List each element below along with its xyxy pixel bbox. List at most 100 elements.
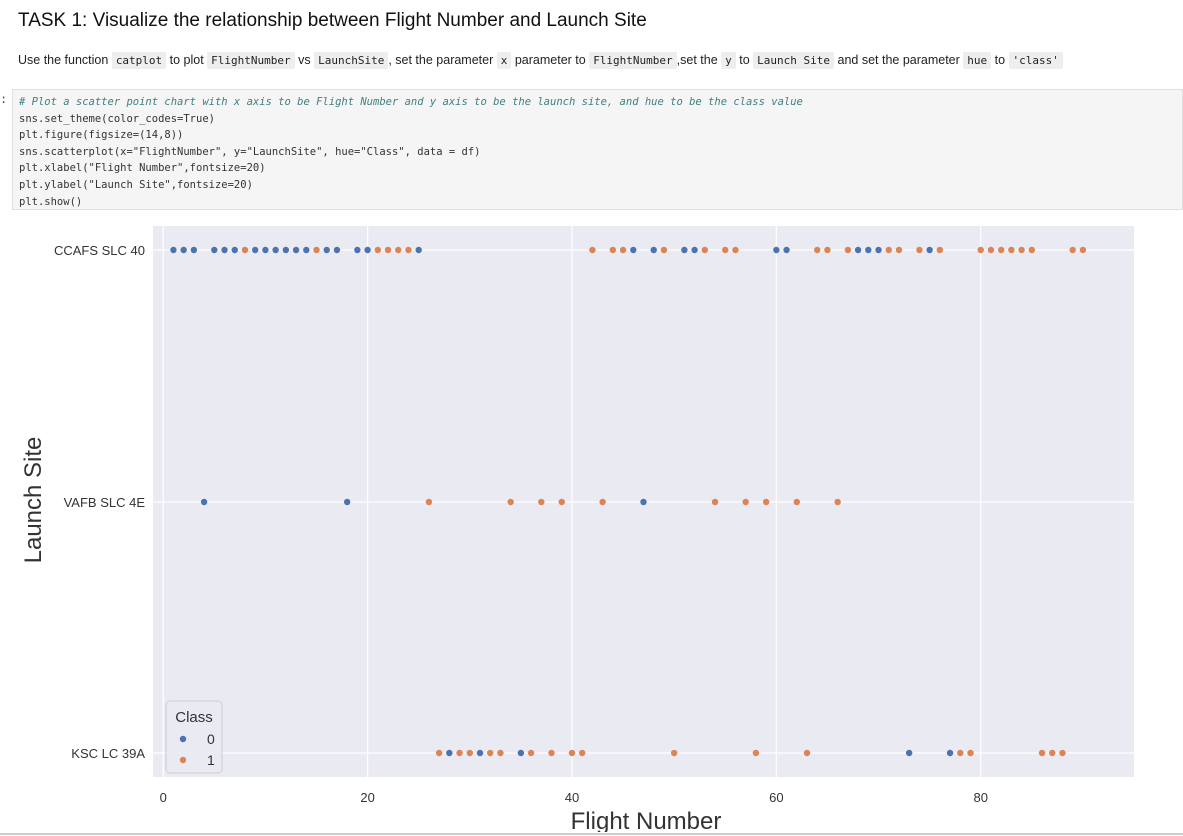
desc-text: and set the parameter [834, 53, 964, 67]
inline-code: hue [963, 52, 992, 69]
data-point-class-0 [905, 749, 913, 757]
data-point-class-1 [384, 246, 392, 254]
data-point-class-0 [333, 246, 341, 254]
inline-code: FlightNumber [207, 52, 295, 69]
data-point-class-1 [936, 246, 944, 254]
y-tick-label: VAFB SLC 4E [64, 495, 146, 510]
x-tick-label: 40 [565, 790, 579, 805]
code-line: plt.xlabel("Flight Number",fontsize=20) [19, 162, 266, 175]
data-point-class-0 [251, 246, 259, 254]
data-point-class-1 [527, 749, 535, 757]
y-axis-label: Launch Site [20, 437, 47, 564]
page-divider [0, 833, 1183, 835]
data-point-class-0 [640, 498, 647, 506]
data-point-class-0 [262, 246, 269, 254]
data-point-class-1 [987, 246, 995, 254]
data-point-class-1 [844, 246, 852, 254]
data-point-class-0 [211, 246, 218, 254]
inline-code: Launch Site [753, 52, 835, 69]
y-tick-label: CCAFS SLC 40 [54, 243, 145, 258]
desc-text: ,set the [676, 53, 722, 67]
data-point-class-1 [435, 749, 443, 757]
data-point-class-1 [895, 246, 903, 254]
legend-marker [179, 735, 187, 743]
data-point-class-0 [773, 246, 780, 254]
data-point-class-1 [834, 498, 841, 506]
code-line: # Plot a scatter point chart with x axis… [19, 96, 803, 108]
data-point-class-1 [660, 246, 668, 254]
data-point-class-0 [446, 749, 453, 757]
data-point-class-1 [803, 749, 811, 757]
data-point-class-1 [1049, 749, 1056, 757]
data-point-class-0 [292, 246, 300, 254]
data-point-class-1 [487, 749, 494, 757]
data-point-class-1 [916, 246, 923, 254]
data-point-class-1 [1028, 246, 1036, 254]
x-tick-label: 60 [769, 790, 783, 805]
data-point-class-0 [783, 246, 790, 254]
legend-title: Class [175, 709, 213, 726]
data-point-class-0 [650, 246, 657, 254]
data-point-class-0 [170, 246, 177, 254]
data-point-class-1 [589, 246, 596, 254]
legend-marker [179, 756, 187, 764]
data-point-class-1 [793, 498, 800, 506]
data-point-class-0 [282, 246, 290, 254]
code-line: sns.scatterplot(x="FlightNumber", y="Lau… [19, 145, 481, 158]
scatter-chart: 0 20 40 60 80 CCAFS SLC 40 VAFB SLC 4E KSC LC 3… [20, 226, 1134, 832]
data-point-class-1 [425, 498, 433, 506]
data-point-class-1 [466, 749, 473, 757]
desc-text: to [991, 53, 1009, 67]
data-point-class-1 [670, 749, 678, 757]
inline-code: catplot [111, 52, 167, 69]
data-point-class-0 [854, 246, 862, 254]
data-point-class-1 [957, 749, 964, 757]
code-line: plt.figure(figsize=(14,8)) [19, 129, 184, 142]
data-point-class-1 [548, 749, 555, 757]
inline-code: LaunchSite [314, 52, 389, 69]
data-point-class-0 [865, 246, 872, 254]
data-point-class-1 [885, 246, 892, 254]
inline-code: 'class' [1008, 52, 1063, 69]
data-point-class-0 [946, 749, 954, 757]
data-point-class-1 [1038, 749, 1046, 757]
data-point-class-1 [1018, 246, 1025, 254]
legend-label: 1 [207, 752, 215, 768]
data-point-class-0 [364, 246, 371, 254]
data-point-class-1 [599, 498, 606, 506]
desc-text: parameter to [511, 53, 590, 67]
data-point-class-1 [395, 246, 402, 254]
data-point-class-0 [303, 246, 310, 254]
data-point-class-1 [711, 498, 719, 506]
data-point-class-1 [538, 498, 545, 506]
data-point-class-0 [272, 246, 279, 254]
data-point-class-0 [691, 246, 698, 254]
data-point-class-1 [1059, 749, 1066, 757]
cell-prompt: : [0, 92, 8, 106]
data-point-class-1 [497, 749, 504, 757]
data-point-class-0 [200, 498, 208, 506]
inline-code: FlightNumber [589, 52, 677, 69]
data-point-class-0 [354, 246, 361, 254]
data-point-class-1 [456, 749, 463, 757]
data-point-class-1 [619, 246, 627, 254]
data-point-class-1 [824, 246, 831, 254]
data-point-class-1 [568, 749, 576, 757]
data-point-class-0 [926, 246, 933, 254]
desc-text: vs [294, 53, 315, 67]
data-point-class-1 [722, 246, 729, 254]
desc-text: Use the function [18, 53, 112, 67]
desc-text: to plot [166, 53, 208, 67]
inline-code: y [721, 52, 736, 69]
data-point-class-1 [609, 246, 617, 254]
x-axis-label: Flight Number [571, 808, 722, 832]
legend-label: 0 [207, 731, 215, 747]
code-cell[interactable]: # Plot a scatter point chart with x axis… [12, 89, 1183, 210]
data-point-class-1 [374, 246, 382, 254]
data-point-class-0 [476, 749, 484, 757]
data-point-class-1 [742, 498, 749, 506]
code-line: plt.show() [19, 195, 83, 208]
data-point-class-1 [762, 498, 770, 506]
data-point-class-0 [681, 246, 688, 254]
inline-code: x [496, 52, 512, 69]
